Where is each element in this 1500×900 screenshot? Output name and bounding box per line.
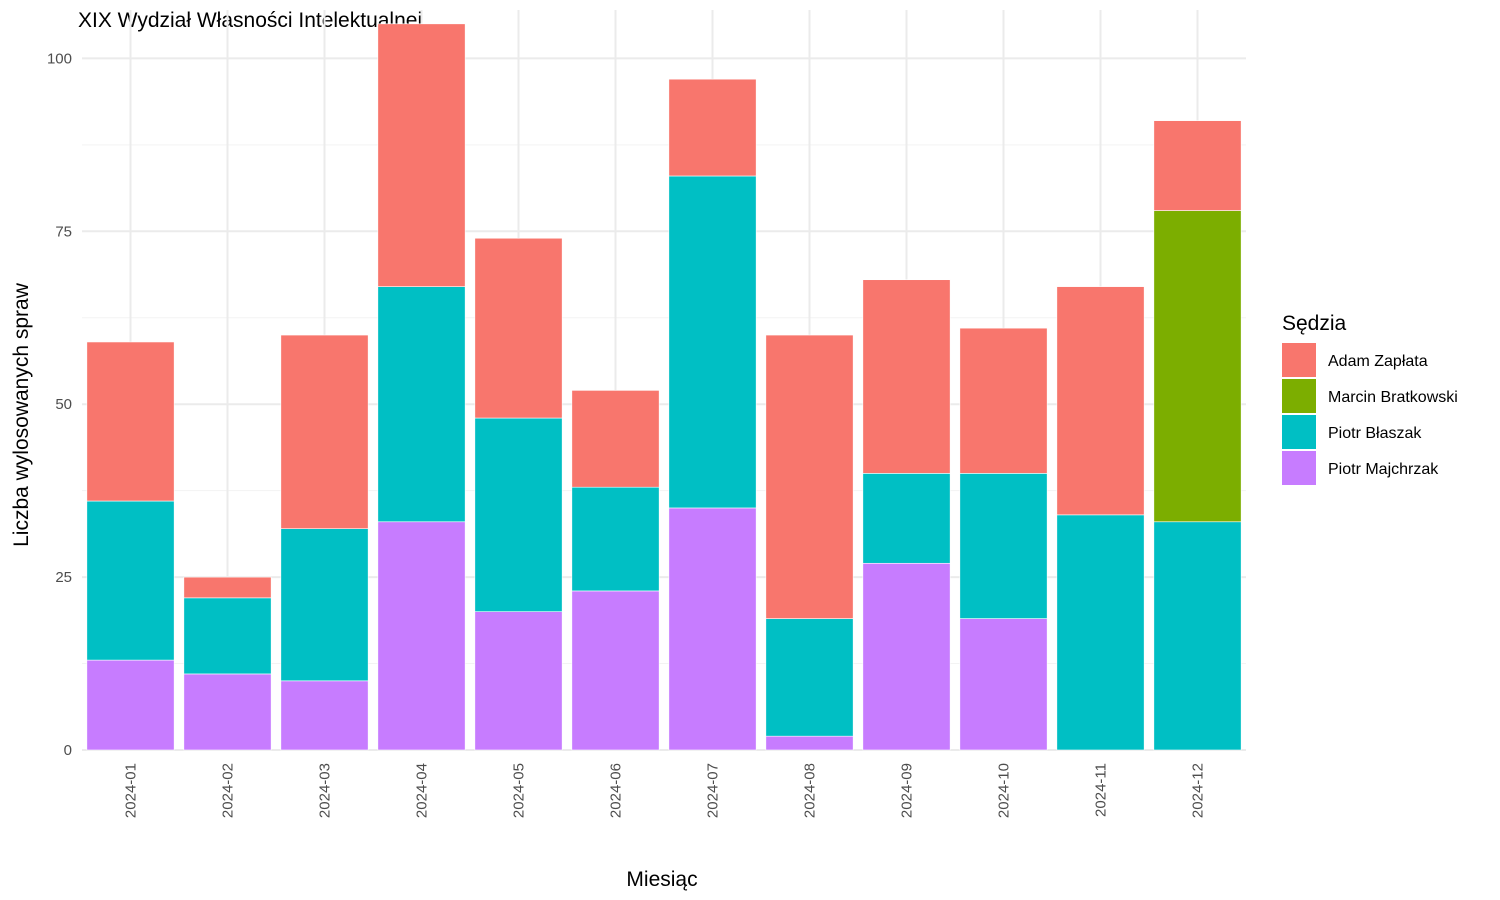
bar-segment (280, 528, 369, 682)
bar-segment (668, 78, 757, 177)
legend-swatch (1282, 379, 1316, 413)
bar-segment (959, 473, 1048, 619)
bar-segment (86, 341, 175, 502)
y-axis-title: Liczba wylosowanych spraw (10, 282, 33, 547)
legend-label: Piotr Błaszak (1328, 425, 1422, 442)
y-tick-label: 50 (55, 396, 72, 413)
bar-segment (183, 673, 272, 751)
y-tick-label: 75 (55, 223, 72, 240)
bar-segment (571, 390, 660, 488)
x-tick-label: 2024-02 (220, 763, 237, 818)
bar-segment (668, 507, 757, 751)
bar-segment (765, 735, 854, 751)
bar-segment (1153, 210, 1242, 523)
x-axis-title: Miesiąc (626, 868, 697, 891)
bar-segment (183, 576, 272, 599)
bar-segment (280, 680, 369, 751)
bar-segment (280, 334, 369, 529)
legend: Sędzia Adam Zapłata Marcin Bratkowski Piot… (1282, 312, 1458, 485)
bar-segment (474, 417, 563, 612)
x-tick-label: 2024-07 (705, 763, 722, 818)
bars (86, 23, 1242, 751)
bar-segment (86, 659, 175, 751)
bar-segment (765, 618, 854, 737)
legend-swatch (1282, 451, 1316, 485)
y-tick-label: 100 (47, 50, 72, 67)
bar-segment (668, 175, 757, 509)
x-tick-label: 2024-03 (317, 763, 334, 818)
legend-swatch (1282, 415, 1316, 449)
x-tick-label: 2024-09 (899, 763, 916, 818)
y-axis-ticks: 0 25 50 75 100 (47, 50, 72, 759)
legend-title: Sędzia (1282, 312, 1347, 335)
bar-segment (765, 334, 854, 619)
bar-segment (1153, 521, 1242, 751)
legend-label: Piotr Majchrzak (1328, 461, 1439, 478)
bar-segment (959, 327, 1048, 474)
bar-segment (862, 279, 951, 474)
bar-segment (474, 611, 563, 751)
x-tick-label: 2024-11 (1093, 763, 1110, 817)
bar-segment (862, 562, 951, 751)
legend-label: Marcin Bratkowski (1328, 389, 1458, 406)
x-tick-label: 2024-10 (996, 763, 1013, 818)
bar-segment (959, 618, 1048, 751)
y-tick-label: 25 (55, 569, 72, 586)
bar-segment (377, 521, 466, 751)
bar-segment (1056, 286, 1145, 516)
x-axis-ticks: 2024-01 2024-02 2024-03 2024-04 2024-05 2024-… (123, 763, 1207, 818)
legend-swatch (1282, 343, 1316, 377)
bar-segment (377, 286, 466, 523)
bar-segment (86, 500, 175, 661)
bar-segment (474, 237, 563, 419)
bar-segment (183, 597, 272, 675)
chart-title: XIX Wydział Własności Intelektualnej (78, 9, 422, 32)
x-tick-label: 2024-01 (123, 763, 140, 818)
x-tick-label: 2024-08 (802, 763, 819, 818)
x-tick-label: 2024-05 (511, 763, 528, 818)
bar-segment (377, 23, 466, 287)
bar-segment (1056, 514, 1145, 751)
x-tick-label: 2024-04 (414, 763, 431, 818)
legend-label: Adam Zapłata (1328, 353, 1428, 370)
x-tick-label: 2024-12 (1190, 763, 1207, 818)
bar-segment (862, 473, 951, 564)
x-tick-label: 2024-06 (608, 763, 625, 818)
bar-segment (1153, 120, 1242, 211)
bar-segment (571, 486, 660, 592)
y-tick-label: 0 (64, 742, 72, 759)
bar-segment (571, 590, 660, 751)
